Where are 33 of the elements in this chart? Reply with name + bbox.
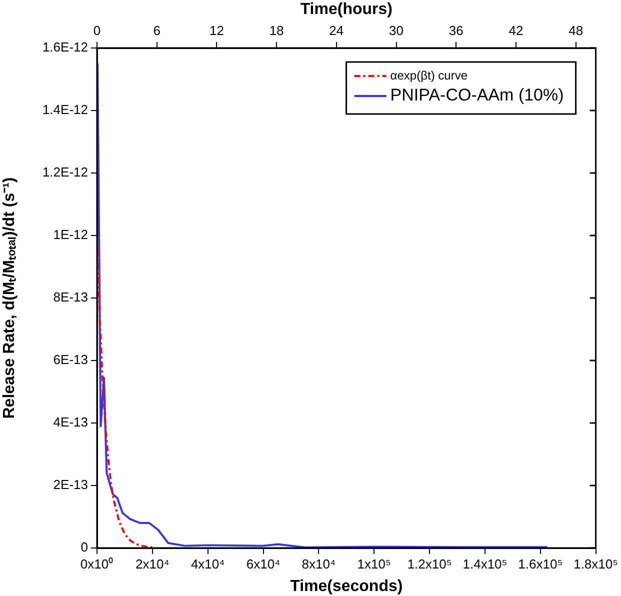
x-tick-label: 2x10⁴: [136, 556, 170, 572]
x2-tick-label: 36: [448, 22, 464, 38]
x2-tick-label: 18: [269, 22, 284, 38]
y-axis-title: Release Rate, d(Mₜ/Mₜₒₜₐₗ)/dt (s⁻¹): [1, 177, 18, 419]
x-axis-title: Time(seconds): [290, 578, 403, 595]
y-tick-label: 0: [80, 540, 88, 555]
x-tick-label: 8x10⁴: [302, 556, 336, 572]
x-tick-label: 1.6x10⁵: [518, 556, 563, 572]
x-tick-label: 1.4x10⁵: [462, 556, 508, 572]
y-tick-label: 6E-13: [53, 352, 88, 368]
x2-tick-label: 6: [153, 22, 160, 38]
x-tick-label: 0x10⁰: [80, 556, 114, 572]
x2-tick-label: 42: [508, 22, 524, 38]
x2-tick-label: 24: [329, 22, 344, 38]
y-tick-label: 1.2E-12: [42, 164, 88, 180]
y-tick-label: 4E-13: [53, 414, 88, 430]
legend-label: PNIPA-CO-AAm (10%): [390, 86, 564, 105]
y-tick-label: 1.6E-12: [42, 40, 88, 55]
x-tick-label: 1.8x10⁵: [574, 556, 618, 572]
y-tick-label: 2E-13: [53, 477, 88, 492]
x-tick-label: 1.2x10⁵: [407, 556, 452, 572]
y-tick-label: 8E-13: [53, 290, 88, 305]
x2-tick-label: 12: [209, 22, 224, 38]
x2-axis-title: Time(hours): [300, 1, 392, 18]
x-tick-label: 1x10⁵: [357, 556, 391, 572]
x2-tick-label: 48: [568, 22, 584, 38]
x2-tick-label: 30: [389, 22, 404, 38]
x-tick-label: 4x10⁴: [190, 556, 225, 572]
x2-tick-label: 0: [93, 22, 101, 38]
legend-label: αexp(βt) curve: [390, 68, 468, 82]
x-tick-label: 6x10⁴: [246, 556, 280, 572]
y-tick-label: 1.4E-12: [42, 102, 88, 118]
y-tick-label: 1E-12: [53, 227, 88, 242]
